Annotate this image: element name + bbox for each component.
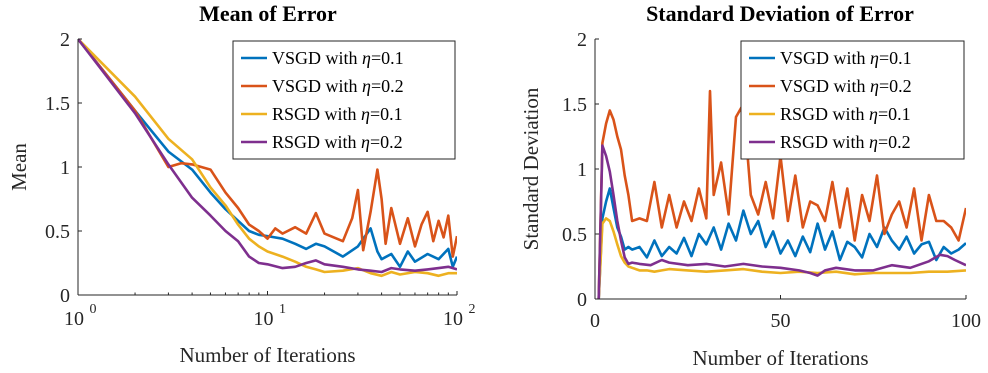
y-tick-label: 0.5 bbox=[45, 221, 70, 243]
y-tick-label: 1 bbox=[577, 159, 587, 181]
legend-box bbox=[232, 40, 456, 160]
legend-eta-symbol: η bbox=[361, 132, 370, 152]
legend-label-prefix: VSGD with bbox=[780, 76, 870, 96]
series-group bbox=[597, 89, 966, 299]
legend-label-suffix: =0.1 bbox=[371, 48, 404, 68]
legend-label-suffix: =0.2 bbox=[878, 132, 911, 152]
y-tick-label: 1.5 bbox=[562, 94, 587, 116]
legend-label-suffix: =0.1 bbox=[878, 104, 911, 124]
legend-item: VSGD with η=0.1 bbox=[749, 48, 912, 68]
y-tick-label: 0.5 bbox=[562, 224, 587, 246]
x-tick-base: 10 bbox=[443, 308, 463, 330]
legend-box bbox=[740, 40, 965, 160]
legend-eta-symbol: η bbox=[362, 76, 371, 96]
legend-label: RSGD with η=0.1 bbox=[272, 104, 403, 124]
x-tick-label: 10 2 bbox=[443, 302, 476, 330]
legend-label-prefix: RSGD with bbox=[780, 132, 869, 152]
legend-label: VSGD with η=0.1 bbox=[272, 48, 404, 68]
legend-item: RSGD with η=0.2 bbox=[749, 132, 911, 152]
series-group bbox=[78, 39, 457, 278]
legend-eta-symbol: η bbox=[869, 104, 878, 124]
series-line-vsgd-with-0-2 bbox=[597, 89, 966, 299]
legend-eta-symbol: η bbox=[362, 48, 371, 68]
legend-eta-symbol: η bbox=[870, 48, 879, 68]
legend-label-prefix: VSGD with bbox=[780, 48, 870, 68]
series-line-vsgd-with-0-1 bbox=[78, 39, 457, 269]
x-tick-exponent: 0 bbox=[90, 302, 97, 317]
legend-label-suffix: =0.2 bbox=[879, 76, 912, 96]
legend-label-prefix: VSGD with bbox=[272, 76, 362, 96]
y-tick-label: 2 bbox=[60, 29, 70, 51]
series-line-rsgd-with-0-1 bbox=[78, 39, 457, 278]
y-axis-label: Mean bbox=[7, 143, 31, 191]
y-tick-label: 0 bbox=[60, 285, 70, 307]
legend-label: RSGD with η=0.2 bbox=[780, 132, 911, 152]
series-line-rsgd-with-0-2 bbox=[78, 39, 457, 274]
legend-label: RSGD with η=0.1 bbox=[780, 104, 911, 124]
x-tick-label: 10 1 bbox=[254, 302, 287, 330]
y-axis-label: Standard Deviation bbox=[519, 87, 543, 250]
legend-item: VSGD with η=0.2 bbox=[241, 76, 404, 96]
series-line-vsgd-with-0-2 bbox=[78, 39, 457, 258]
series-line-vsgd-with-0-1 bbox=[597, 187, 966, 299]
x-tick-label: 50 bbox=[771, 310, 791, 332]
y-tick-label: 2 bbox=[577, 29, 587, 51]
legend-label-suffix: =0.1 bbox=[879, 48, 912, 68]
x-tick-label: 100 bbox=[951, 310, 981, 332]
legend-label-prefix: VSGD with bbox=[272, 48, 362, 68]
series-line-rsgd-with-0-2 bbox=[597, 144, 966, 299]
legend-label-suffix: =0.1 bbox=[370, 104, 403, 124]
legend-item: VSGD with η=0.2 bbox=[749, 76, 912, 96]
legend-label: RSGD with η=0.2 bbox=[272, 132, 403, 152]
legend-item: VSGD with η=0.1 bbox=[241, 48, 404, 68]
legend-item: RSGD with η=0.2 bbox=[241, 132, 403, 152]
legend-label-suffix: =0.2 bbox=[371, 76, 404, 96]
chart-title: Standard Deviation of Error bbox=[646, 1, 914, 26]
legend-label: VSGD with η=0.1 bbox=[780, 48, 912, 68]
y-tick-label: 0 bbox=[577, 289, 587, 311]
x-tick-base: 10 bbox=[254, 308, 274, 330]
legend-label-prefix: RSGD with bbox=[780, 104, 869, 124]
x-tick-label: 0 bbox=[590, 310, 600, 332]
legend-eta-symbol: η bbox=[361, 104, 370, 124]
legend-label-prefix: RSGD with bbox=[272, 132, 361, 152]
series-line-rsgd-with-0-1 bbox=[597, 217, 966, 299]
x-tick-exponent: 1 bbox=[279, 302, 286, 317]
x-tick-base: 10 bbox=[64, 308, 84, 330]
legend-label-suffix: =0.2 bbox=[370, 132, 403, 152]
legend-item: RSGD with η=0.1 bbox=[749, 104, 911, 124]
y-tick-label: 1 bbox=[60, 157, 70, 179]
legend-eta-symbol: η bbox=[870, 76, 879, 96]
legend-eta-symbol: η bbox=[869, 132, 878, 152]
x-axis-label: Number of Iterations bbox=[692, 346, 868, 370]
chart-title: Mean of Error bbox=[199, 1, 337, 26]
y-tick-label: 1.5 bbox=[45, 93, 70, 115]
x-tick-exponent: 2 bbox=[469, 302, 476, 317]
x-tick-label: 10 0 bbox=[64, 302, 97, 330]
legend-label-prefix: RSGD with bbox=[272, 104, 361, 124]
x-axis-label: Number of Iterations bbox=[179, 343, 355, 367]
legend-label: VSGD with η=0.2 bbox=[780, 76, 912, 96]
std-of-error-chart: Standard Deviation of Error 0 0.5 1 1.5 2 0 50 1… bbox=[519, 1, 981, 370]
legend-label: VSGD with η=0.2 bbox=[272, 76, 404, 96]
legend-item: RSGD with η=0.1 bbox=[241, 104, 403, 124]
